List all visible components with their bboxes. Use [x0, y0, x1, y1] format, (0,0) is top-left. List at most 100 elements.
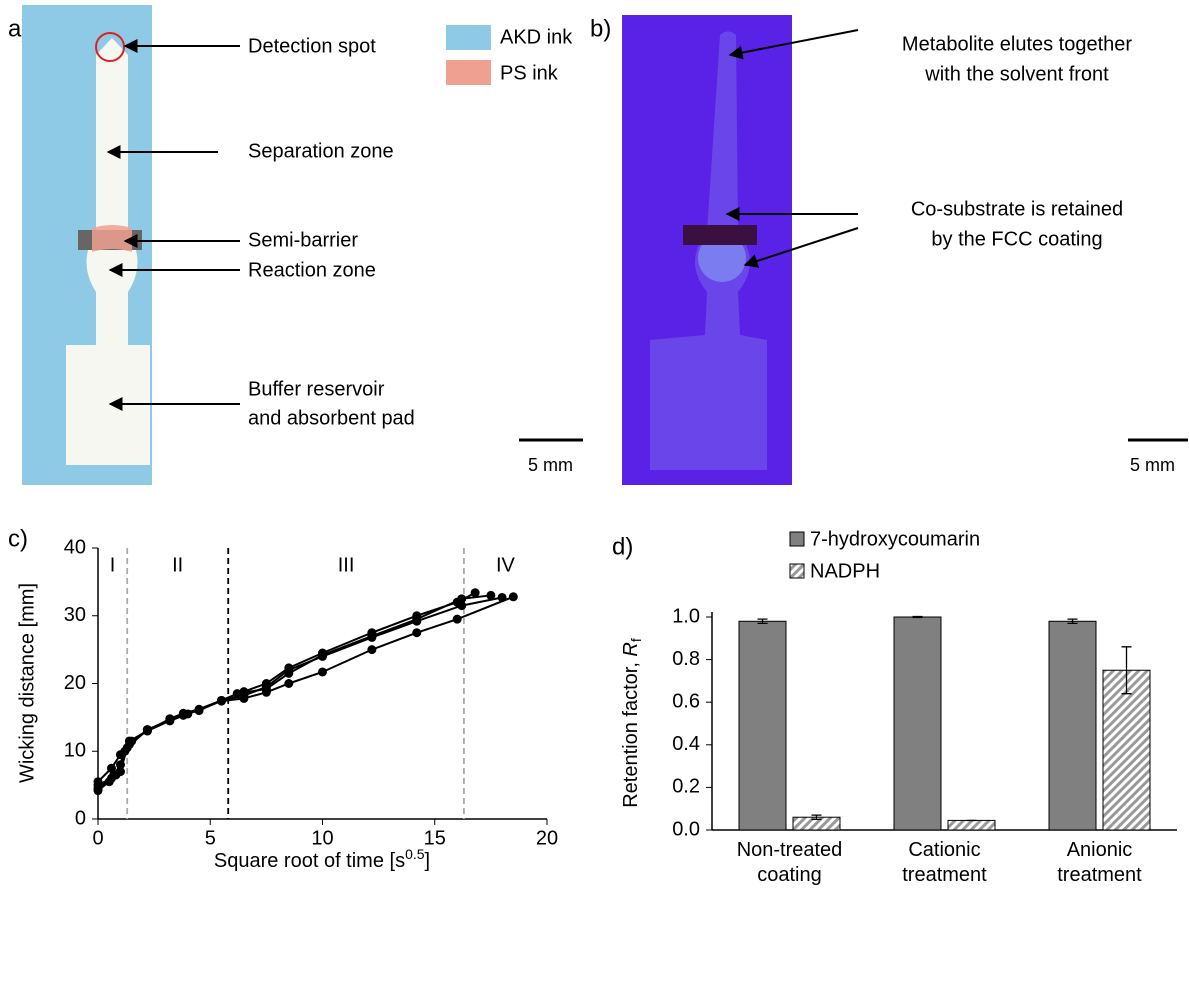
error-bar	[1067, 618, 1078, 625]
data-point	[497, 592, 507, 602]
y-tick-label: 0.4	[672, 733, 700, 755]
x-tick-label: 10	[311, 827, 333, 849]
y-tick-label: 0	[75, 807, 86, 829]
y-tick-label: 30	[64, 604, 86, 626]
y-label-symbol: R	[620, 642, 642, 656]
label: Buffer reservoir	[248, 378, 385, 400]
data-point	[457, 594, 467, 604]
legend-swatch	[446, 60, 491, 85]
data-point	[93, 780, 103, 790]
retained-band	[683, 225, 757, 245]
x-tick-label: Non-treated coating	[736, 839, 843, 886]
data-point	[122, 743, 132, 753]
region-label: I	[110, 554, 116, 576]
series-line	[97, 594, 491, 783]
y-axis-label: Wicking distance [mm]	[16, 583, 38, 783]
y-tick-label: 1.0	[672, 605, 700, 627]
legend-swatch	[789, 531, 805, 547]
region-label: IV	[496, 554, 516, 576]
label: with the solvent front	[924, 63, 1109, 85]
y-tick-label: 20	[64, 672, 86, 694]
label: Semi-barrier	[248, 229, 358, 251]
data-point	[106, 763, 116, 773]
y-label-sub: f	[628, 638, 644, 642]
scale-label: 5 mm	[1130, 455, 1175, 475]
error-bar	[757, 618, 768, 625]
panel-letter: b)	[590, 15, 611, 42]
data-point	[115, 767, 125, 777]
data-point	[261, 682, 271, 692]
scale-label: 5 mm	[528, 455, 573, 475]
arrows	[725, 29, 859, 268]
label: and absorbent pad	[248, 407, 415, 429]
data-point	[127, 736, 137, 746]
legend-label: AKD ink	[500, 26, 573, 48]
data-point	[412, 616, 422, 626]
arrows	[106, 39, 240, 411]
y-axis-label: Retention factor, Rf	[620, 638, 643, 808]
series-line	[97, 596, 503, 787]
label: by the FCC coating	[931, 228, 1102, 250]
data-point	[165, 716, 175, 726]
x-label-sup: 0.5	[405, 846, 425, 862]
bar	[738, 620, 787, 831]
label: Metabolite elutes together	[902, 33, 1132, 55]
data-point	[412, 628, 422, 638]
x-tick-label: 0	[92, 827, 103, 849]
data-point	[284, 665, 294, 675]
data-point	[470, 588, 480, 598]
panel-letter: c)	[8, 525, 28, 552]
data-point	[457, 601, 467, 611]
series-line	[97, 595, 514, 790]
x-axis-label: Square root of time [s0.5]	[214, 846, 430, 873]
ps-ink	[92, 225, 132, 252]
x-tick-label: Anionic treatment	[1057, 839, 1142, 886]
legend-label: PS ink	[500, 62, 559, 84]
label: Co-substrate is retained	[911, 198, 1123, 220]
bar	[1102, 669, 1151, 831]
data-point	[367, 632, 377, 642]
data-point	[239, 691, 249, 701]
data-point	[367, 645, 377, 655]
x-tick-label: 15	[424, 827, 446, 849]
legend-swatch	[446, 25, 491, 50]
bar	[1048, 620, 1097, 831]
data-point	[284, 679, 294, 688]
legend-label: 7-hydroxycoumarin	[810, 528, 980, 550]
error-bar	[811, 814, 822, 820]
y-tick-label: 0.2	[672, 776, 700, 798]
bar	[893, 616, 942, 831]
x-label-end: ]	[425, 850, 431, 872]
data-point	[508, 592, 518, 602]
panel-b: b) Metabolite elutes together with the s…	[590, 15, 1188, 485]
label: Detection spot	[248, 35, 376, 57]
y-tick-label: 40	[64, 536, 86, 558]
x-label-text: Square root of time [s	[214, 850, 405, 872]
label: Reaction zone	[248, 259, 376, 281]
data-point	[216, 695, 226, 705]
error-bar	[1121, 646, 1132, 695]
y-tick-label: 10	[64, 740, 86, 762]
x-tick-label: Cationic treatment	[902, 839, 987, 886]
label: Separation zone	[248, 140, 394, 162]
data-point	[178, 710, 188, 720]
channel	[66, 38, 150, 465]
data-point	[452, 614, 462, 624]
y-tick-label: 0.6	[672, 690, 700, 712]
y-tick-label: 0.8	[672, 648, 700, 670]
data-point	[142, 725, 152, 735]
x-tick-label: 20	[536, 827, 558, 849]
region-label: III	[338, 554, 355, 576]
y-label-text: Retention factor,	[620, 657, 642, 808]
error-bar	[912, 615, 923, 619]
panel-letter: d)	[612, 533, 633, 560]
data-point	[318, 667, 327, 677]
region-label: II	[172, 554, 183, 576]
x-tick-label: 5	[205, 827, 216, 849]
data-point	[318, 651, 327, 661]
y-tick-label: 0.0	[672, 818, 700, 840]
panel-a: a) Detection spot Separation zone Semi-b…	[8, 5, 583, 485]
reaction-spot	[698, 234, 746, 282]
bar	[947, 819, 996, 831]
